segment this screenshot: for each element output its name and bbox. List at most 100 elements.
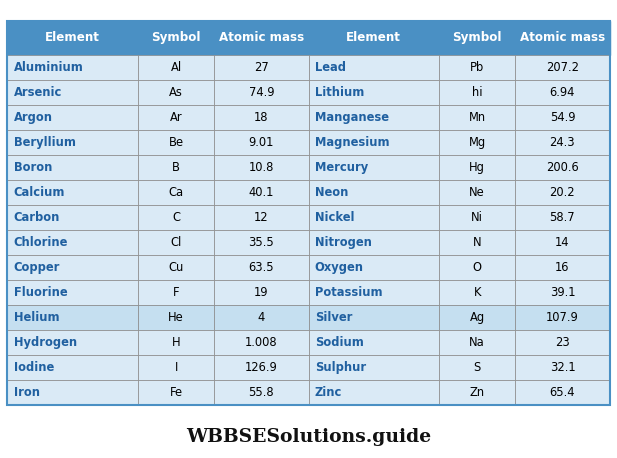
- Bar: [439, 130, 515, 155]
- Text: 24.3: 24.3: [550, 136, 575, 149]
- Text: 19: 19: [254, 286, 268, 299]
- Text: 40.1: 40.1: [249, 186, 274, 199]
- Text: 39.1: 39.1: [550, 286, 575, 299]
- Text: 9.01: 9.01: [249, 136, 274, 149]
- Bar: [439, 155, 515, 180]
- Bar: [308, 55, 439, 80]
- Bar: [308, 305, 439, 330]
- Bar: [515, 230, 610, 255]
- Bar: [138, 330, 214, 355]
- Bar: [138, 380, 214, 405]
- Text: Copper: Copper: [14, 261, 60, 274]
- Text: Iron: Iron: [14, 386, 39, 399]
- Bar: [7, 205, 138, 230]
- Bar: [7, 180, 138, 205]
- Text: O: O: [473, 261, 482, 274]
- Text: Aluminium: Aluminium: [14, 61, 83, 74]
- Bar: [308, 355, 439, 380]
- Text: Cl: Cl: [170, 236, 182, 249]
- Bar: [214, 105, 308, 130]
- Text: Arsenic: Arsenic: [14, 86, 62, 99]
- Text: 55.8: 55.8: [249, 386, 274, 399]
- Text: Ne: Ne: [470, 186, 485, 199]
- Bar: [515, 255, 610, 280]
- Text: H: H: [172, 336, 180, 349]
- Text: Be: Be: [168, 136, 184, 149]
- Bar: [7, 80, 138, 105]
- Text: Hg: Hg: [470, 161, 485, 174]
- Bar: [7, 380, 138, 405]
- Text: I: I: [175, 361, 178, 374]
- Text: Element: Element: [45, 31, 100, 44]
- Bar: [439, 180, 515, 205]
- Bar: [308, 155, 439, 180]
- Bar: [308, 205, 439, 230]
- Bar: [439, 255, 515, 280]
- Text: N: N: [473, 236, 481, 249]
- Bar: [214, 55, 308, 80]
- Bar: [515, 105, 610, 130]
- Bar: [439, 105, 515, 130]
- Text: Na: Na: [470, 336, 485, 349]
- Bar: [308, 21, 439, 55]
- Bar: [7, 355, 138, 380]
- Text: Atomic mass: Atomic mass: [520, 31, 605, 44]
- Bar: [214, 230, 308, 255]
- Text: 10.8: 10.8: [249, 161, 274, 174]
- Bar: [439, 80, 515, 105]
- Text: Sulphur: Sulphur: [315, 361, 366, 374]
- Text: Nitrogen: Nitrogen: [315, 236, 371, 249]
- Bar: [214, 330, 308, 355]
- Text: Mn: Mn: [469, 111, 486, 124]
- Text: hi: hi: [472, 86, 482, 99]
- Bar: [7, 105, 138, 130]
- Text: Fluorine: Fluorine: [14, 286, 67, 299]
- Bar: [439, 330, 515, 355]
- Bar: [515, 130, 610, 155]
- Text: Sodium: Sodium: [315, 336, 363, 349]
- Text: Potassium: Potassium: [315, 286, 383, 299]
- Bar: [515, 280, 610, 305]
- Text: 35.5: 35.5: [249, 236, 274, 249]
- Text: K: K: [473, 286, 481, 299]
- Text: 12: 12: [254, 211, 268, 224]
- Bar: [308, 230, 439, 255]
- Text: 18: 18: [254, 111, 268, 124]
- Text: 27: 27: [254, 61, 269, 74]
- Text: 207.2: 207.2: [546, 61, 579, 74]
- Text: 65.4: 65.4: [550, 386, 575, 399]
- Bar: [515, 355, 610, 380]
- Bar: [308, 280, 439, 305]
- Text: B: B: [172, 161, 180, 174]
- Bar: [439, 380, 515, 405]
- Text: 1.008: 1.008: [245, 336, 278, 349]
- Text: Hydrogen: Hydrogen: [14, 336, 77, 349]
- Text: Fe: Fe: [170, 386, 183, 399]
- Bar: [7, 330, 138, 355]
- Text: F: F: [173, 286, 180, 299]
- Bar: [138, 55, 214, 80]
- Bar: [138, 230, 214, 255]
- Text: 107.9: 107.9: [546, 311, 579, 324]
- Text: 63.5: 63.5: [249, 261, 274, 274]
- Bar: [515, 180, 610, 205]
- Text: 14: 14: [555, 236, 569, 249]
- Bar: [214, 180, 308, 205]
- Text: 74.9: 74.9: [249, 86, 274, 99]
- Bar: [439, 21, 515, 55]
- Bar: [7, 230, 138, 255]
- Text: Ca: Ca: [168, 186, 184, 199]
- Bar: [214, 21, 308, 55]
- Bar: [214, 380, 308, 405]
- Text: Mercury: Mercury: [315, 161, 368, 174]
- Bar: [214, 130, 308, 155]
- Text: Ar: Ar: [170, 111, 183, 124]
- Text: Neon: Neon: [315, 186, 348, 199]
- Text: Symbol: Symbol: [151, 31, 201, 44]
- Text: 54.9: 54.9: [550, 111, 575, 124]
- Text: Symbol: Symbol: [452, 31, 502, 44]
- Text: 4: 4: [258, 311, 265, 324]
- Bar: [515, 330, 610, 355]
- Text: Ag: Ag: [470, 311, 485, 324]
- Text: Cu: Cu: [168, 261, 184, 274]
